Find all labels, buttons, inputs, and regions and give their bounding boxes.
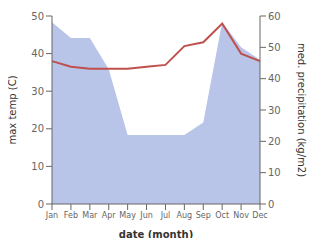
svg-text:50: 50 [268,42,281,53]
svg-text:30: 30 [268,105,281,116]
svg-text:Jun: Jun [139,211,153,220]
svg-text:Dec: Dec [252,211,267,220]
svg-text:0: 0 [268,199,274,210]
svg-text:max temp (C): max temp (C) [8,75,18,144]
svg-text:Apr: Apr [102,211,117,220]
svg-text:May: May [119,211,136,220]
svg-text:med. precipitation (kg/m2): med. precipitation (kg/m2) [296,43,307,177]
svg-text:0: 0 [38,199,44,210]
svg-text:Sep: Sep [196,211,211,220]
svg-text:30: 30 [31,86,44,97]
svg-text:20: 20 [268,136,281,147]
svg-text:Jul: Jul [160,211,171,220]
svg-text:20: 20 [31,123,44,134]
svg-text:Jan: Jan [45,211,58,220]
svg-text:40: 40 [268,73,281,84]
svg-text:60: 60 [268,11,281,22]
svg-text:40: 40 [31,48,44,59]
svg-text:50: 50 [31,11,44,22]
svg-text:Mar: Mar [82,211,98,220]
svg-text:10: 10 [268,167,281,178]
svg-text:Feb: Feb [64,211,78,220]
svg-text:Aug: Aug [177,211,193,220]
svg-text:Nov: Nov [233,211,249,220]
svg-text:Oct: Oct [215,211,229,220]
svg-text:date (month): date (month) [119,229,193,238]
svg-text:10: 10 [31,161,44,172]
